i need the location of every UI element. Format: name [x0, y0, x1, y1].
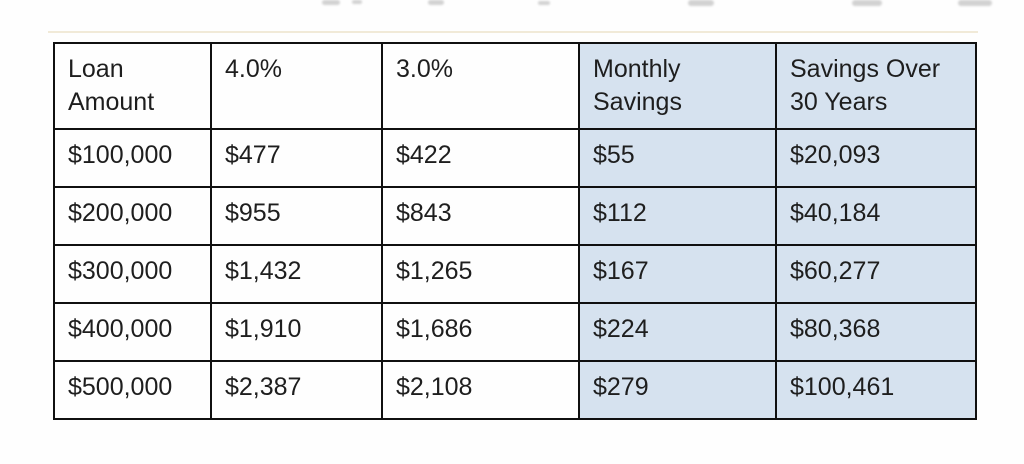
- cropped-text-artifact: [428, 0, 444, 5]
- cell-savings-30-years: $100,461: [775, 360, 977, 420]
- table-row: $100,000 $477 $422 $55 $20,093: [53, 128, 977, 188]
- table-row: $200,000 $955 $843 $112 $40,184: [53, 186, 977, 246]
- cell-payment-3-0: $1,265: [381, 244, 580, 304]
- cell-loan-amount: $500,000: [53, 360, 212, 420]
- cropped-text-artifact: [322, 0, 340, 5]
- table-header-row: Loan Amount 4.0% 3.0% Monthly Savings Sa…: [53, 42, 977, 130]
- cropped-text-artifact: [688, 0, 714, 6]
- cell-payment-3-0: $422: [381, 128, 580, 188]
- cell-payment-4-0: $477: [210, 128, 383, 188]
- cropped-text-artifact: [538, 1, 550, 5]
- header-cell-rate-3-0: 3.0%: [381, 42, 580, 130]
- horizontal-rule-artifact: [48, 31, 978, 33]
- cell-payment-4-0: $1,432: [210, 244, 383, 304]
- table-row: $400,000 $1,910 $1,686 $224 $80,368: [53, 302, 977, 362]
- cell-savings-30-years: $80,368: [775, 302, 977, 362]
- cell-monthly-savings: $279: [578, 360, 777, 420]
- cell-savings-30-years: $60,277: [775, 244, 977, 304]
- cell-loan-amount: $300,000: [53, 244, 212, 304]
- cell-payment-4-0: $955: [210, 186, 383, 246]
- cell-monthly-savings: $167: [578, 244, 777, 304]
- cell-loan-amount: $200,000: [53, 186, 212, 246]
- table-row: $500,000 $2,387 $2,108 $279 $100,461: [53, 360, 977, 420]
- cell-payment-3-0: $843: [381, 186, 580, 246]
- cell-savings-30-years: $20,093: [775, 128, 977, 188]
- cropped-text-artifact: [352, 0, 362, 4]
- loan-savings-table: Loan Amount 4.0% 3.0% Monthly Savings Sa…: [53, 42, 977, 420]
- header-cell-loan-amount: Loan Amount: [53, 42, 212, 130]
- cropped-text-artifact: [852, 0, 882, 6]
- cropped-text-artifact: [958, 0, 992, 6]
- cell-payment-4-0: $1,910: [210, 302, 383, 362]
- header-cell-rate-4-0: 4.0%: [210, 42, 383, 130]
- table-row: $300,000 $1,432 $1,265 $167 $60,277: [53, 244, 977, 304]
- cell-monthly-savings: $55: [578, 128, 777, 188]
- cell-savings-30-years: $40,184: [775, 186, 977, 246]
- header-cell-monthly-savings: Monthly Savings: [578, 42, 777, 130]
- cell-loan-amount: $100,000: [53, 128, 212, 188]
- cell-payment-3-0: $1,686: [381, 302, 580, 362]
- cell-monthly-savings: $224: [578, 302, 777, 362]
- cell-monthly-savings: $112: [578, 186, 777, 246]
- cell-payment-4-0: $2,387: [210, 360, 383, 420]
- cell-loan-amount: $400,000: [53, 302, 212, 362]
- header-cell-savings-30-years: Savings Over 30 Years: [775, 42, 977, 130]
- cell-payment-3-0: $2,108: [381, 360, 580, 420]
